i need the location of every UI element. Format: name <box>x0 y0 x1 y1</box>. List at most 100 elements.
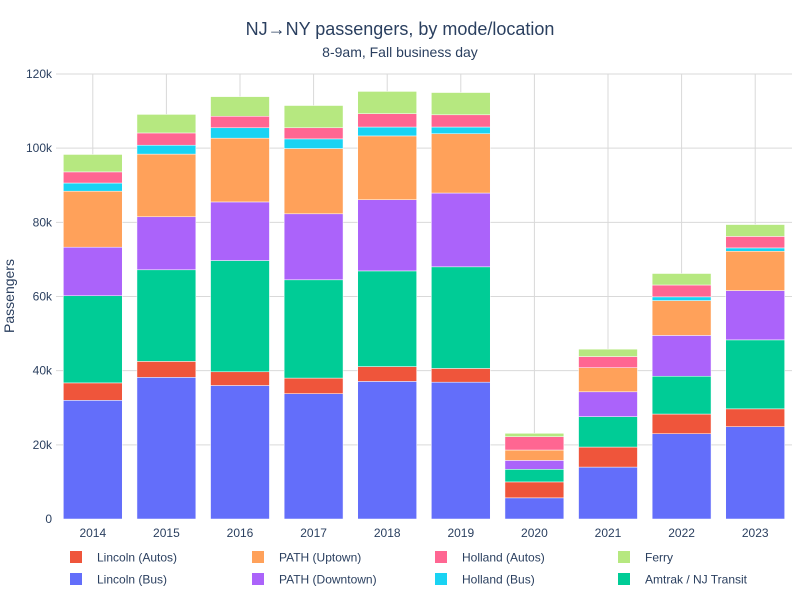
y-axis-label: Passengers <box>1 259 17 333</box>
bar-segment <box>357 135 417 200</box>
x-tick-label: 2021 <box>595 526 622 540</box>
bar-segment <box>63 171 123 184</box>
bar-segment <box>651 335 712 377</box>
chart-subtitle: 8-9am, Fall business day <box>322 44 478 60</box>
bar-segment <box>283 279 344 379</box>
y-tick-label: 20k <box>33 438 53 452</box>
bar-segment <box>210 260 270 373</box>
legend-swatch[interactable] <box>70 551 82 563</box>
bar-segment <box>63 382 123 401</box>
legend-label[interactable]: Holland (Autos) <box>462 551 545 565</box>
bar-segment <box>136 269 197 362</box>
x-tick-label: 2016 <box>227 526 254 540</box>
legend-swatch[interactable] <box>618 551 630 563</box>
bar-segment <box>63 246 123 297</box>
bar-segment <box>210 127 270 139</box>
bar-segment <box>725 224 785 237</box>
bar-segment <box>283 127 344 140</box>
bar-segment <box>283 105 344 129</box>
bar-segment <box>651 300 712 336</box>
legend-swatch[interactable] <box>435 551 447 563</box>
x-tick-label: 2019 <box>447 526 474 540</box>
bar-segment <box>210 116 270 129</box>
legend: Lincoln (Autos) PATH (Uptown) Holland (Aut… <box>70 551 748 587</box>
bar-segment <box>504 497 565 520</box>
bar-segment <box>651 273 712 286</box>
bar-segment <box>136 377 197 520</box>
bar-segment <box>283 138 344 149</box>
bar-segment <box>504 436 565 451</box>
bar-segment <box>136 153 197 218</box>
bar-segment <box>578 356 638 368</box>
y-tick-label: 0 <box>45 512 52 526</box>
y-tick-label: 40k <box>33 364 53 378</box>
legend-swatch[interactable] <box>70 573 82 585</box>
bar-segment <box>283 393 344 520</box>
legend-label[interactable]: PATH (Downtown) <box>279 573 377 587</box>
bar-segment <box>651 375 712 415</box>
y-tick-label: 100k <box>26 141 53 155</box>
x-axis-ticks: 2014 2015 2016 2017 2018 2019 2020 2021 2022 2023 <box>79 526 768 540</box>
legend-label[interactable]: Amtrak / NJ Transit <box>645 573 748 587</box>
bar-segment <box>504 433 565 437</box>
x-tick-label: 2015 <box>153 526 180 540</box>
x-tick-label: 2023 <box>742 526 769 540</box>
x-tick-label: 2020 <box>521 526 548 540</box>
legend-swatch[interactable] <box>252 573 264 585</box>
bar-segment <box>357 366 417 382</box>
bar-segment <box>136 361 197 378</box>
y-tick-label: 120k <box>26 67 53 81</box>
bar-segment <box>136 114 197 134</box>
bar-segment <box>63 182 123 192</box>
bar-segment <box>210 96 270 117</box>
legend-swatch[interactable] <box>618 573 630 585</box>
bars <box>63 91 785 520</box>
legend-label[interactable]: Ferry <box>645 551 673 565</box>
bar-segment <box>431 381 491 520</box>
bar-segment <box>651 284 712 298</box>
legend-label[interactable]: Lincoln (Bus) <box>97 573 167 587</box>
legend-label[interactable]: Lincoln (Autos) <box>97 551 177 565</box>
bar-segment <box>63 190 123 248</box>
bar-segment <box>210 137 270 203</box>
y-tick-label: 80k <box>33 215 53 229</box>
bar-segment <box>136 132 197 146</box>
legend-swatch[interactable] <box>252 551 264 563</box>
bar-segment <box>431 266 491 369</box>
bar-segment <box>63 295 123 384</box>
bar-segment <box>357 113 417 128</box>
legend-swatch[interactable] <box>435 573 447 585</box>
bar-segment <box>357 381 417 520</box>
bar-segment <box>357 91 417 114</box>
x-tick-label: 2014 <box>79 526 106 540</box>
bar-segment <box>504 481 565 499</box>
y-tick-label: 60k <box>33 290 53 304</box>
bar-segment <box>431 133 491 194</box>
bar-segment <box>431 126 491 134</box>
bar-segment <box>725 408 785 427</box>
legend-label[interactable]: PATH (Uptown) <box>279 551 361 565</box>
bar-segment <box>651 433 712 520</box>
bar-segment <box>725 236 785 249</box>
bar-segment <box>136 216 197 271</box>
bar-segment <box>431 192 491 268</box>
bar-segment <box>357 199 417 272</box>
bar-segment <box>725 339 785 410</box>
y-axis-ticks: 0 20k 40k 60k 80k 100k 120k <box>26 67 53 526</box>
x-tick-label: 2018 <box>374 526 401 540</box>
bar-segment <box>578 416 638 448</box>
bar-segment <box>63 154 123 173</box>
bar-segment <box>651 413 712 434</box>
bar-segment <box>136 144 197 155</box>
bar-segment <box>431 114 491 128</box>
bar-segment <box>725 247 785 252</box>
legend-label[interactable]: Holland (Bus) <box>462 573 535 587</box>
chart-title: NJ→NY passengers, by mode/location <box>246 19 555 39</box>
bar-segment <box>725 290 785 341</box>
bar-segment <box>357 270 417 367</box>
bar-segment <box>431 368 491 383</box>
bar-segment <box>431 92 491 116</box>
bar-segment <box>578 466 638 520</box>
bar-segment <box>283 213 344 281</box>
bar-segment <box>504 449 565 461</box>
